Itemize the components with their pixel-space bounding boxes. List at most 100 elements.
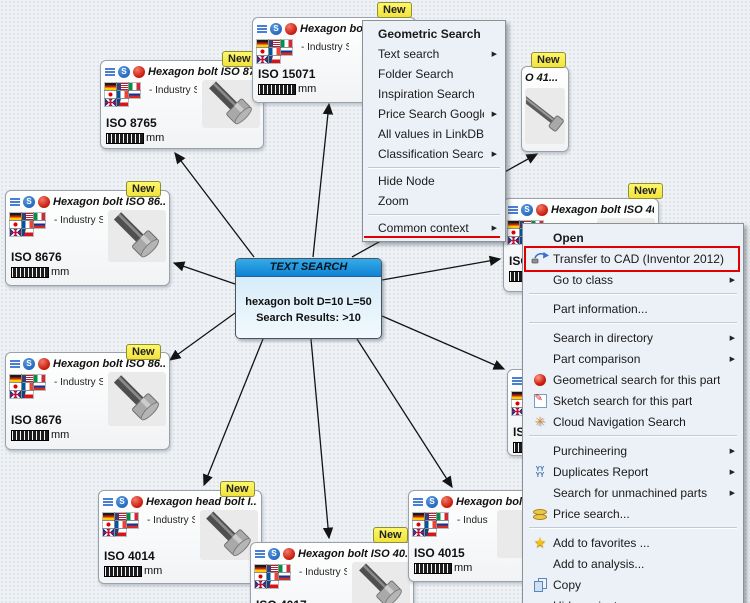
s-badge-icon[interactable] [270, 22, 282, 35]
menu-lines-icon[interactable] [257, 24, 267, 33]
menu-item-geometrical-search[interactable]: Geometrical search for this part [523, 369, 743, 390]
stop-icon[interactable] [536, 203, 548, 216]
menu-item-transfer-to-cad[interactable]: Transfer to CAD (Inventor 2012) [523, 248, 743, 269]
red-underline-annotation [364, 236, 500, 238]
menu-item-common-context[interactable]: Common context [363, 218, 505, 238]
menu-item-add-to-analysis[interactable]: Add to analysis... [553, 556, 645, 571]
menu-lines-icon[interactable] [255, 549, 265, 558]
ruler-icon [258, 83, 296, 95]
new-badge: New [373, 527, 408, 543]
node-title: Hexagon bolt I [456, 495, 532, 508]
stop-icon[interactable] [133, 65, 145, 78]
menu-lines-icon[interactable] [512, 376, 522, 385]
menu-separator [529, 435, 737, 436]
node-title: Hexagon bolt ISO 86... [53, 357, 165, 370]
menu-item-unmachined-parts[interactable]: Search for unmachined parts [523, 482, 743, 503]
menu-item-text-search[interactable]: Text search [363, 44, 505, 64]
ruler-icon [11, 266, 49, 278]
menu-item-all-values-linkdb[interactable]: All values in LinkDB [378, 127, 485, 141]
ruler-icon [414, 562, 452, 574]
node-title: Hexagon bolt ISO 86... [53, 195, 165, 208]
sketch-search-icon [533, 393, 547, 408]
s-badge-icon[interactable] [118, 65, 130, 78]
search-results-text: Search Results: >10 [256, 312, 361, 324]
ruler-icon [11, 429, 49, 441]
menu-lines-icon[interactable] [103, 497, 113, 506]
unit-label: mm [51, 266, 70, 278]
new-badge: New [377, 2, 412, 18]
s-badge-icon[interactable] [426, 495, 438, 508]
s-badge-icon[interactable] [116, 495, 128, 508]
text-search-node[interactable]: TEXT SEARCH hexagon bolt D=10 L=50 Searc… [235, 258, 382, 339]
menu-item-add-to-favorites[interactable]: Add to favorites ... [523, 532, 743, 553]
favorites-star-icon [534, 534, 547, 551]
s-badge-icon[interactable] [268, 547, 280, 560]
menu-item-open[interactable]: Open [553, 230, 584, 245]
iso-number: ISO 8765 [106, 116, 157, 130]
menu-lines-icon[interactable] [10, 359, 20, 368]
node-iso-8676-lower[interactable]: Hexagon bolt ISO 86... - Industry Standa… [5, 352, 170, 450]
menu-lines-icon[interactable] [105, 67, 115, 76]
country-flags-icon [9, 212, 50, 237]
node-context-menu: Geometric Search Text search Folder Sear… [362, 20, 506, 242]
iso-number: ISO 8676 [11, 250, 62, 264]
menu-item-duplicates-report[interactable]: Duplicates Report [523, 461, 743, 482]
iso-number: ISO 15071 [258, 67, 316, 81]
unit-label: mm [144, 565, 163, 577]
copy-icon [533, 578, 547, 592]
menu-item-search-in-directory[interactable]: Search in directory [523, 327, 743, 348]
country-flags-icon [256, 39, 297, 64]
menu-item-part-comparison[interactable]: Part comparison [523, 348, 743, 369]
stop-icon[interactable] [283, 547, 295, 560]
node-title: Hexagon head bolt I... [146, 495, 257, 508]
cloud-navigation-icon [535, 414, 546, 430]
country-flags-icon [102, 512, 143, 537]
country-flags-icon [9, 374, 50, 399]
menu-item-hide-project[interactable]: Hide project [523, 595, 743, 603]
menu-item-geometric-search[interactable]: Geometric Search [378, 27, 481, 41]
s-badge-icon[interactable] [23, 195, 35, 208]
stop-icon[interactable] [285, 22, 297, 35]
menu-item-go-to-class[interactable]: Go to class [523, 269, 743, 290]
menu-item-purchineering[interactable]: Purchineering [523, 440, 743, 461]
menu-lines-icon[interactable] [508, 205, 518, 214]
menu-separator [368, 214, 500, 215]
stop-icon[interactable] [38, 195, 50, 208]
node-iso-4017[interactable]: Hexagon bolt ISO 40... - Industry Standa… [250, 542, 414, 603]
iso-number: ISO 8676 [11, 413, 62, 427]
menu-item-copy[interactable]: Copy [523, 574, 743, 595]
s-badge-icon[interactable] [521, 203, 533, 216]
menu-item-zoom[interactable]: Zoom [378, 194, 409, 208]
node-partial-top-right[interactable]: O 41... [521, 66, 569, 152]
industry-standard-label: - Industry Standa... [54, 377, 103, 388]
node-iso-4014[interactable]: Hexagon head bolt I... - Industry Standa… [98, 490, 262, 584]
menu-item-sketch-search[interactable]: Sketch search for this part [523, 390, 743, 411]
node-iso-8676-upper[interactable]: Hexagon bolt ISO 86... - Industry Standa… [5, 190, 170, 286]
menu-item-part-information[interactable]: Part information... [553, 301, 648, 316]
industry-standard-label: - Industry Standa... [54, 215, 103, 226]
red-box-annotation [524, 246, 740, 272]
menu-item-classification-search[interactable]: Classification Search [363, 144, 505, 164]
menu-item-inspiration-search[interactable]: Inspiration Search [378, 87, 475, 101]
stop-icon[interactable] [38, 357, 50, 370]
industry-standard-label: - Industry Standa... [299, 567, 347, 578]
menu-item-price-search-google[interactable]: Price Search Google [363, 104, 505, 124]
menu-lines-icon[interactable] [10, 197, 20, 206]
new-badge: New [126, 181, 161, 197]
unit-label: mm [146, 132, 165, 144]
stop-icon[interactable] [441, 495, 453, 508]
search-query-text: hexagon bolt D=10 L=50 [245, 296, 372, 308]
menu-item-price-search[interactable]: Price search... [523, 503, 743, 524]
geometrical-search-icon [534, 373, 546, 386]
industry-standard-label: - Industry Standa... [457, 515, 488, 526]
iso-number: ISO 4017 [251, 596, 413, 603]
menu-item-hide-node[interactable]: Hide Node [378, 174, 435, 188]
menu-separator [529, 322, 737, 323]
menu-lines-icon[interactable] [413, 497, 423, 506]
s-badge-icon[interactable] [23, 357, 35, 370]
node-iso-8765[interactable]: Hexagon bolt ISO 87... - Industry Standa… [100, 60, 264, 149]
country-flags-icon [104, 82, 145, 107]
menu-item-cloud-navigation-search[interactable]: Cloud Navigation Search [523, 411, 743, 432]
stop-icon[interactable] [131, 495, 143, 508]
menu-item-folder-search[interactable]: Folder Search [378, 67, 454, 81]
